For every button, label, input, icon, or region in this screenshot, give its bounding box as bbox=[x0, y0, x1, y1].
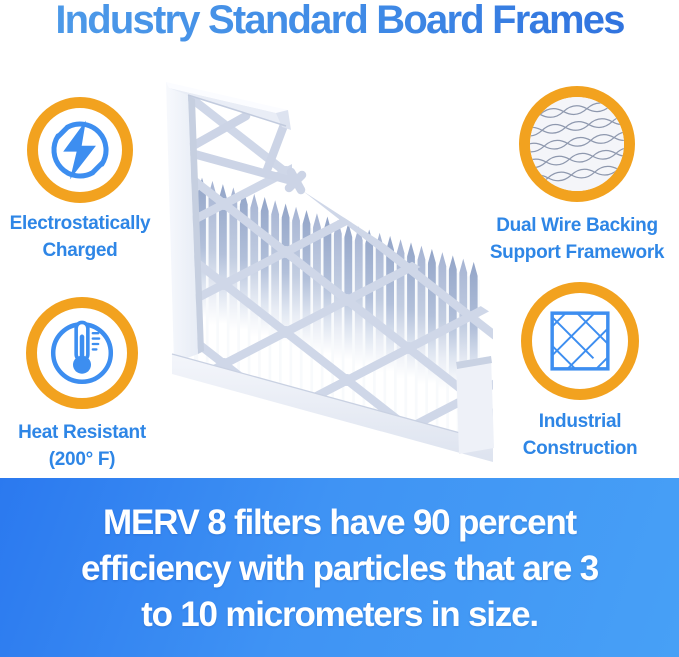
industrial-label-line2: Construction bbox=[522, 438, 638, 459]
electrostatic-label-line2: Charged bbox=[42, 240, 118, 261]
industrial-feature-ring bbox=[521, 282, 639, 400]
pleat-blade bbox=[292, 206, 300, 416]
frame-top-bar-end-flap bbox=[276, 110, 291, 130]
frame-right-rail bbox=[456, 356, 494, 454]
pleat-blade bbox=[354, 226, 363, 433]
info-banner: MERV 8 filters have 90 percent efficienc… bbox=[0, 478, 679, 657]
thermometer-icon bbox=[50, 320, 114, 385]
frame-bottom-rail-edge bbox=[171, 353, 494, 443]
heat-resistant-label: Heat Resistant (200° F) bbox=[0, 419, 177, 473]
pleat-blade bbox=[281, 203, 290, 414]
industrial-label-line1: Industrial bbox=[538, 411, 622, 432]
electrostatic-label-line1: Electrostatically bbox=[9, 213, 151, 234]
pleat-blade bbox=[417, 245, 426, 450]
heat-resistant-label-line2: (200° F) bbox=[48, 449, 116, 470]
page-title: Industry Standard Board Frames bbox=[0, 0, 679, 43]
pleat-blade bbox=[448, 255, 457, 459]
wire-mesh-icon bbox=[530, 97, 624, 191]
cutaway-lattice-strips bbox=[186, 111, 307, 195]
pleat-blade bbox=[428, 248, 436, 453]
banner-line3: to 10 micrometers in size. bbox=[141, 594, 539, 634]
pleat-blade bbox=[438, 252, 447, 456]
pleat-blade bbox=[365, 229, 374, 436]
lattice-grid-icon bbox=[550, 311, 610, 371]
heat-resistant-feature-ring bbox=[26, 297, 138, 409]
banner-line1: MERV 8 filters have 90 percent bbox=[102, 502, 577, 542]
pleat-blade bbox=[260, 197, 269, 408]
frame-bottom-rail bbox=[172, 354, 493, 462]
wire-backing-label: Dual Wire Backing Support Framework bbox=[482, 212, 672, 266]
industrial-label: Industrial Construction bbox=[485, 408, 675, 462]
frame-right-rail-lip bbox=[456, 356, 492, 369]
wire-backing-label-line1: Dual Wire Backing bbox=[496, 215, 658, 236]
electrostatic-label: Electrostatically Charged bbox=[0, 210, 175, 264]
pleat-blade bbox=[333, 219, 342, 428]
wire-backing-label-line2: Support Framework bbox=[489, 242, 665, 263]
frame-top-bar-highlight bbox=[166, 82, 288, 115]
pleat-blade bbox=[271, 200, 280, 411]
lightning-bolt-icon bbox=[51, 120, 109, 180]
frame-left-board-shadow bbox=[188, 95, 204, 354]
frame-left-board bbox=[166, 82, 198, 363]
air-filter-product-image bbox=[166, 82, 494, 463]
pleat-blade bbox=[344, 222, 353, 431]
pleat-blade bbox=[323, 216, 332, 425]
frame-top-bar-underside bbox=[187, 94, 287, 127]
banner-line2: efficiency with particles that are 3 bbox=[80, 548, 599, 588]
pleat-blade bbox=[219, 184, 227, 397]
electrostatic-feature-ring bbox=[27, 97, 133, 203]
heat-resistant-label-line1: Heat Resistant bbox=[18, 422, 146, 443]
wire-backing-feature-ring bbox=[519, 86, 635, 202]
